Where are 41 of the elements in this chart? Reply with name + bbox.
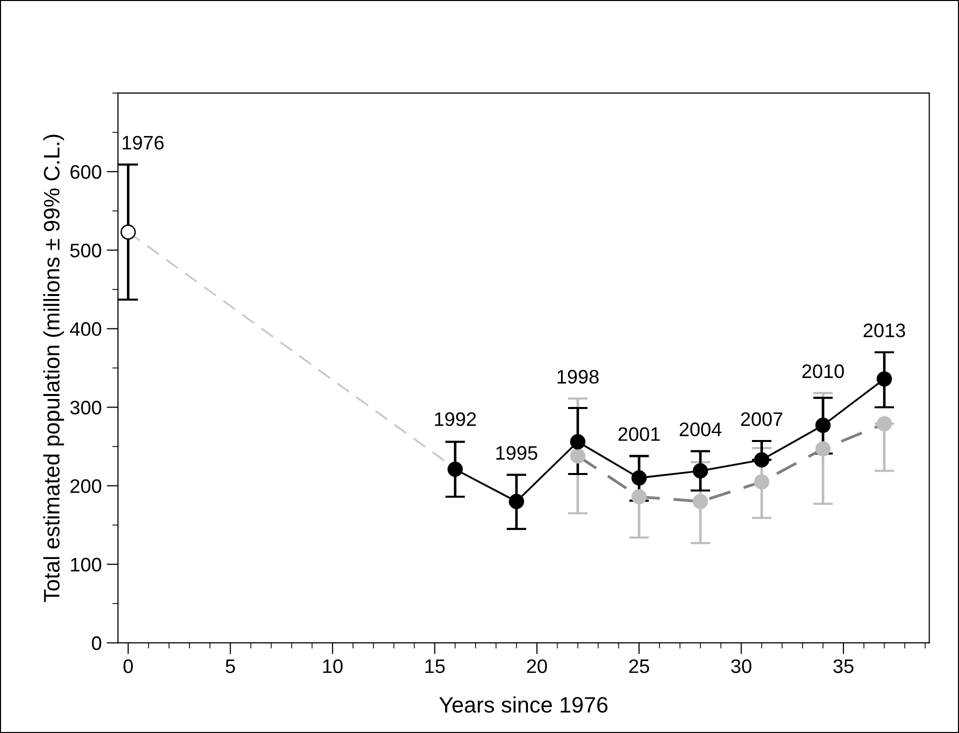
point	[120, 224, 136, 240]
y-axis-title: Total estimated population (millions ± 99% C.L.)	[43, 134, 64, 602]
x-tick-label: 20	[527, 659, 547, 674]
y-tick-label: 400	[70, 322, 102, 336]
annotation: 2013	[864, 324, 906, 338]
x-tick-label: 35	[833, 659, 854, 674]
point	[754, 452, 770, 468]
annotation: 2001	[618, 427, 660, 441]
point	[692, 494, 708, 510]
point	[754, 474, 770, 490]
y-tick-label: 500	[70, 244, 102, 258]
x-tick-label: 10	[323, 659, 343, 674]
x-tick-label: 30	[731, 659, 752, 674]
annotation: 1992	[435, 412, 476, 426]
annotation: 2004	[680, 422, 722, 436]
point	[631, 470, 647, 486]
point	[876, 371, 892, 387]
point	[815, 418, 831, 433]
annotation: 2010	[802, 364, 844, 378]
y-tick-label: 200	[70, 479, 102, 494]
point	[508, 494, 524, 510]
point	[876, 416, 892, 432]
annotation: 1995	[496, 446, 538, 460]
point	[448, 462, 463, 477]
y-tick-label: 100	[71, 558, 102, 572]
annotation: 2007	[741, 412, 782, 426]
annotation: 1976	[122, 136, 164, 150]
point	[815, 441, 831, 456]
annotation: 1998	[558, 370, 599, 384]
x-tick-label: 5	[226, 660, 235, 674]
y-tick-label: 0	[92, 636, 102, 650]
x-axis-title: Years since 1976	[439, 696, 608, 713]
y-tick-label: 300	[70, 400, 102, 414]
x-tick-label: 15	[425, 660, 445, 674]
point	[631, 489, 647, 504]
x-tick-label: 25	[629, 659, 650, 674]
point	[692, 463, 708, 478]
point	[570, 448, 586, 464]
point	[570, 434, 586, 450]
x-tick-label: 0	[124, 659, 133, 674]
y-tick-label: 600	[70, 165, 102, 179]
